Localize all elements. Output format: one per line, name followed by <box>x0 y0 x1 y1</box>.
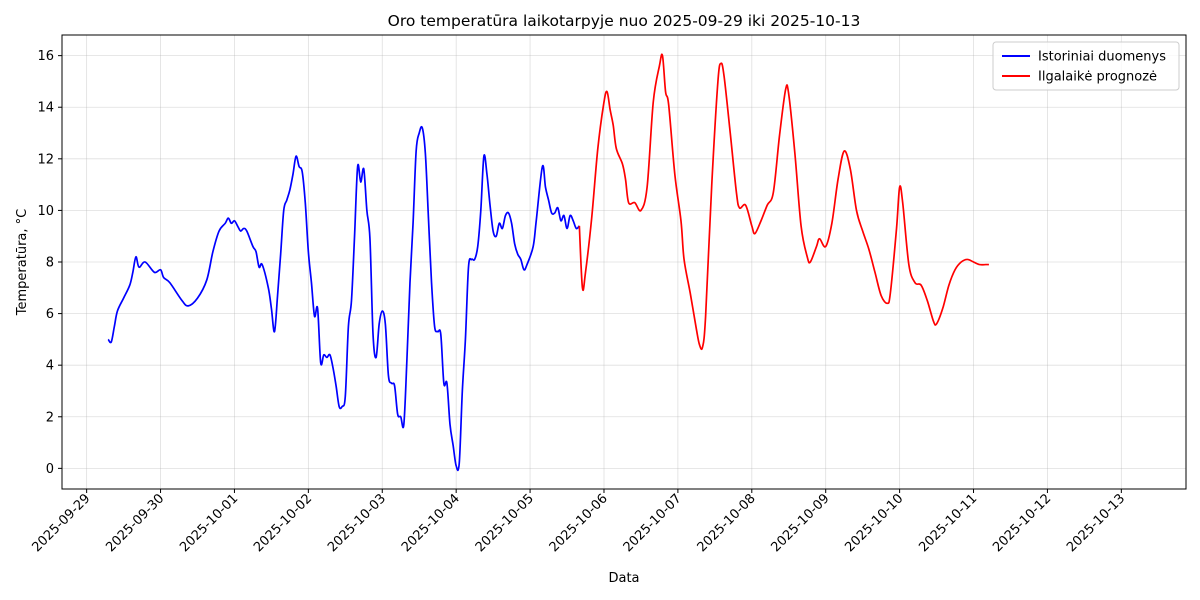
y-tick-label: 8 <box>46 256 54 271</box>
chart-title: Oro temperatūra laikotarpyje nuo 2025-09… <box>388 12 861 30</box>
y-tick-label: 16 <box>37 49 54 64</box>
legend-label: Istoriniai duomenys <box>1038 50 1166 65</box>
y-tick-label: 4 <box>46 359 54 374</box>
legend-label: Ilgalaikė prognozė <box>1038 70 1157 85</box>
legend-box <box>992 41 1180 91</box>
y-axis-ticks: 0 2 4 6 8 10 12 14 16 <box>37 49 62 477</box>
grid <box>62 35 1186 489</box>
y-tick-label: 0 <box>46 462 54 477</box>
y-tick-label: 2 <box>46 410 54 425</box>
legend: Istoriniai duomenys Ilgalaikė prognozė <box>992 41 1180 91</box>
y-axis-label: Temperatūra, °C <box>15 209 30 316</box>
y-tick-label: 12 <box>37 152 54 167</box>
x-axis-label: Data <box>608 571 639 586</box>
series-line-forecast <box>578 53 989 351</box>
y-tick-label: 6 <box>46 307 54 322</box>
y-tick-label: 14 <box>37 101 54 116</box>
series-line-historical <box>107 125 580 472</box>
series-layer <box>107 53 989 472</box>
y-tick-label: 10 <box>37 204 54 219</box>
